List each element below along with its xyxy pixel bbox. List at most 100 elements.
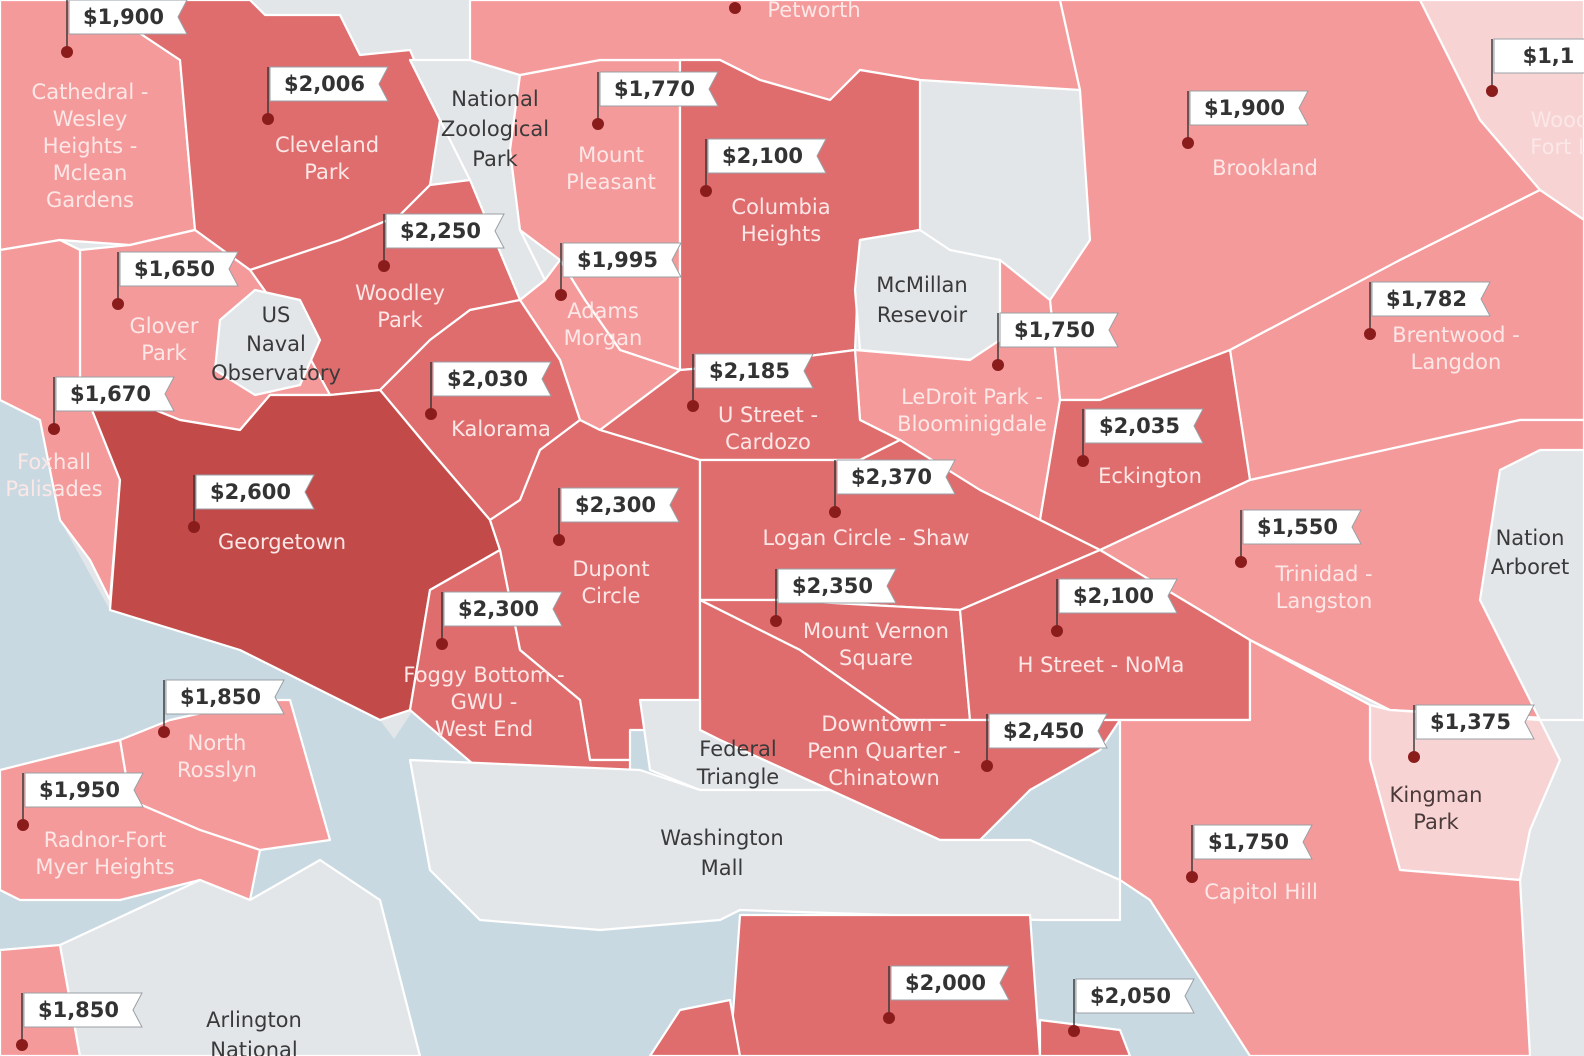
flag-banner [24, 772, 144, 808]
price-flag[interactable]: $1,995 [555, 242, 682, 301]
price-flag[interactable]: $2,300 [436, 591, 563, 650]
price-flag[interactable]: $1,850 [158, 679, 285, 738]
price-flag[interactable]: $1,750 [1186, 824, 1313, 883]
price-flag[interactable]: $1,550 [1235, 509, 1362, 568]
region-navy-yard[interactable] [1038, 1018, 1132, 1056]
region-arlington-cemetery [58, 858, 422, 1056]
pin-dot [770, 615, 782, 627]
rent-price: $2,030 [447, 367, 528, 391]
price-flag[interactable]: $2,370 [829, 459, 956, 518]
rent-price: $1,750 [1014, 318, 1095, 342]
rent-price: $2,100 [722, 144, 803, 168]
price-flag[interactable]: $2,100 [1051, 578, 1178, 637]
pin-dot [262, 113, 274, 125]
region-southwest[interactable] [728, 913, 1042, 1056]
price-flag[interactable]: $1,750 [992, 312, 1119, 371]
pin-dot [17, 819, 29, 831]
neighborhood-label: Bloominigdale [897, 412, 1047, 436]
neighborhood-label: Dupont [572, 557, 649, 581]
flag-banner [68, 0, 188, 35]
price-flag[interactable]: $2,300 [553, 487, 680, 546]
landmark-labels: National Zoological Park McMillan Resevoir US… [5, 0, 1584, 1056]
flag-banner [599, 71, 719, 107]
region-federal-triangle [638, 698, 832, 792]
pin-dot [378, 260, 390, 272]
rent-price: $1,995 [577, 248, 658, 272]
price-flag[interactable]: $2,250 [378, 213, 505, 272]
neighborhood-label: Mount [578, 143, 644, 167]
pin-dot [16, 1039, 28, 1051]
landmark-label: Nation [1496, 526, 1565, 550]
rent-price: $2,250 [400, 219, 481, 243]
price-flag[interactable]: $2,600 [188, 474, 315, 533]
price-flags: $1,900 $2,006 $1,770 $2,100 $1,900 $1,1 $2,250… [16, 0, 1584, 1051]
rent-price: $1,770 [614, 77, 695, 101]
price-flag[interactable]: $2,000 [883, 965, 1010, 1024]
rent-price: $2,100 [1073, 584, 1154, 608]
price-flag[interactable]: $1,850 [16, 992, 143, 1051]
rent-price: $1,782 [1386, 287, 1467, 311]
pin-dot [1486, 85, 1498, 97]
price-flag[interactable]: $1,950 [17, 772, 144, 831]
flag-banner [165, 679, 285, 715]
flag-banner [562, 242, 682, 278]
price-flag[interactable]: $2,030 [425, 361, 552, 420]
neighborhood-label: Wood [1531, 108, 1584, 132]
rent-price: $1,900 [1204, 96, 1285, 120]
rent-price: $1,670 [70, 382, 151, 406]
rent-price: $2,000 [905, 971, 986, 995]
landmark-label: Mall [701, 856, 744, 880]
flag-banner [269, 66, 389, 102]
flag-banner [23, 992, 143, 1028]
price-flag[interactable]: $1,375 [1408, 704, 1535, 763]
price-flag[interactable]: $1,670 [48, 376, 175, 435]
price-flag[interactable]: $2,350 [770, 568, 897, 627]
flag-banner [1189, 90, 1309, 126]
price-flag[interactable]: $1,900 [1182, 90, 1309, 149]
region-naval-observatory [213, 288, 322, 397]
price-flag[interactable]: $1,900 [61, 0, 188, 58]
flag-banner [1242, 509, 1362, 545]
pin-dot [1182, 137, 1194, 149]
price-flag[interactable]: $1,782 [1364, 281, 1491, 340]
flag-banner [694, 353, 814, 389]
rent-price: $2,300 [458, 597, 539, 621]
price-flag[interactable]: $1,770 [592, 71, 719, 130]
price-flag[interactable]: $2,006 [262, 66, 389, 125]
flag-banner [988, 713, 1108, 749]
rent-price: $2,600 [210, 480, 291, 504]
price-flag[interactable]: $2,100 [700, 138, 827, 197]
price-flag[interactable]: $2,185 [687, 353, 814, 412]
region-capitol-hill[interactable] [1118, 638, 1532, 1056]
flag-banner [1415, 704, 1535, 740]
flag-banner [560, 487, 680, 523]
price-flag[interactable]: $2,450 [981, 713, 1108, 772]
neighborhood-label: Square [839, 646, 913, 670]
neighborhood-label: Woodley [355, 281, 445, 305]
neighborhood-label: Petworth [767, 0, 860, 22]
price-flag[interactable]: $1,1 [1486, 38, 1584, 97]
price-flag[interactable]: $2,035 [1077, 408, 1204, 467]
pin-dot [61, 46, 73, 58]
rent-price: $2,050 [1090, 984, 1171, 1008]
rent-price: $2,370 [851, 465, 932, 489]
region-washington-mall [408, 758, 1122, 932]
neighborhood-label: Gardens [46, 188, 134, 212]
flag-banner [890, 965, 1010, 1001]
region-southwest-2[interactable] [648, 998, 742, 1056]
neighborhood-label: Langdon [1411, 350, 1502, 374]
flag-banner [443, 591, 563, 627]
neighborhood-label: Heights [741, 222, 821, 246]
flag-banner [1493, 38, 1584, 74]
landmark-label: National [210, 1038, 298, 1056]
pin-dot [992, 359, 1004, 371]
price-flag[interactable]: $2,050 [1068, 978, 1195, 1037]
neighborhood-label: Trinidad - [1274, 562, 1372, 586]
neighborhood-label: Downtown - [821, 712, 946, 736]
neighborhood-label: Mount Vernon [803, 619, 949, 643]
flag-banner [1193, 824, 1313, 860]
neighborhood-label: LeDroit Park - [901, 385, 1043, 409]
price-flag[interactable]: $1,650 [112, 251, 239, 310]
neighborhood-label: U Street - [718, 403, 818, 427]
